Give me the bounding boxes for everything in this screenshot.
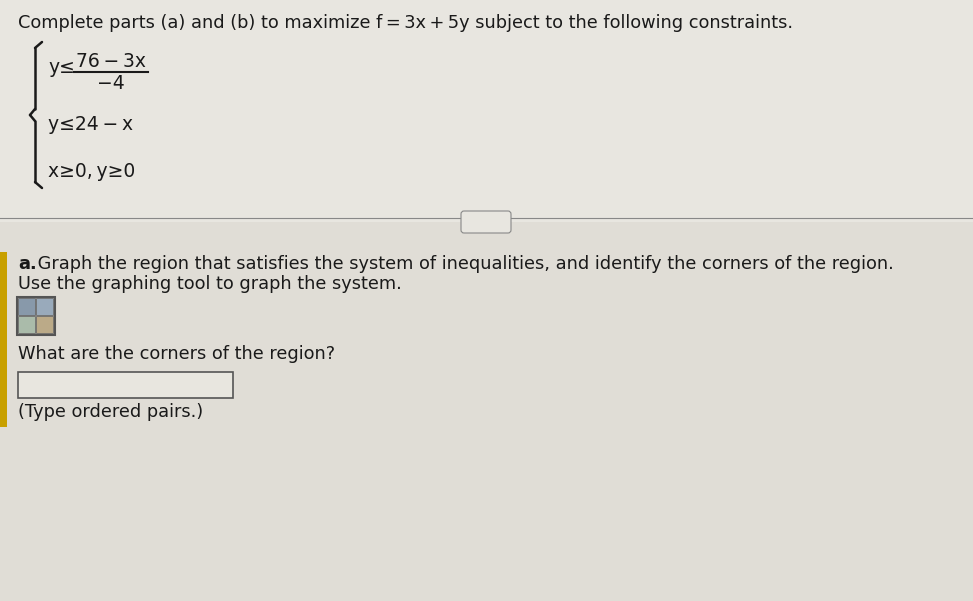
Text: y≤24 − x: y≤24 − x [48, 115, 133, 134]
Text: (Type ordered pairs.): (Type ordered pairs.) [18, 403, 203, 421]
Text: 76 − 3x: 76 − 3x [76, 52, 146, 71]
Text: y≤: y≤ [48, 58, 75, 77]
Bar [0, 0, 973, 222]
Text: x≥0, y≥0: x≥0, y≥0 [48, 162, 135, 181]
Text: Graph the region that satisfies the system of inequalities, and identify the cor: Graph the region that satisfies the syst… [32, 255, 894, 273]
Text: Use the graphing tool to graph the system.: Use the graphing tool to graph the syste… [18, 275, 402, 293]
Bar [36, 316, 53, 333]
Text: •••: ••• [476, 217, 496, 227]
Text: (0,0),(0,24),(20,4): (0,0),(0,24),(20,4) [22, 374, 182, 392]
Bar [17, 297, 55, 335]
Bar [36, 298, 53, 315]
Bar [18, 372, 233, 398]
Bar [18, 316, 35, 333]
Bar [0, 252, 7, 427]
Text: Complete parts (a) and (b) to maximize f = 3x + 5y subject to the following cons: Complete parts (a) and (b) to maximize f… [18, 14, 793, 32]
Text: What are the corners of the region?: What are the corners of the region? [18, 345, 335, 363]
Bar [0, 222, 973, 601]
Text: a.: a. [18, 255, 37, 273]
Text: −4: −4 [97, 74, 125, 93]
FancyBboxPatch shape [461, 211, 511, 233]
Bar [18, 298, 35, 315]
